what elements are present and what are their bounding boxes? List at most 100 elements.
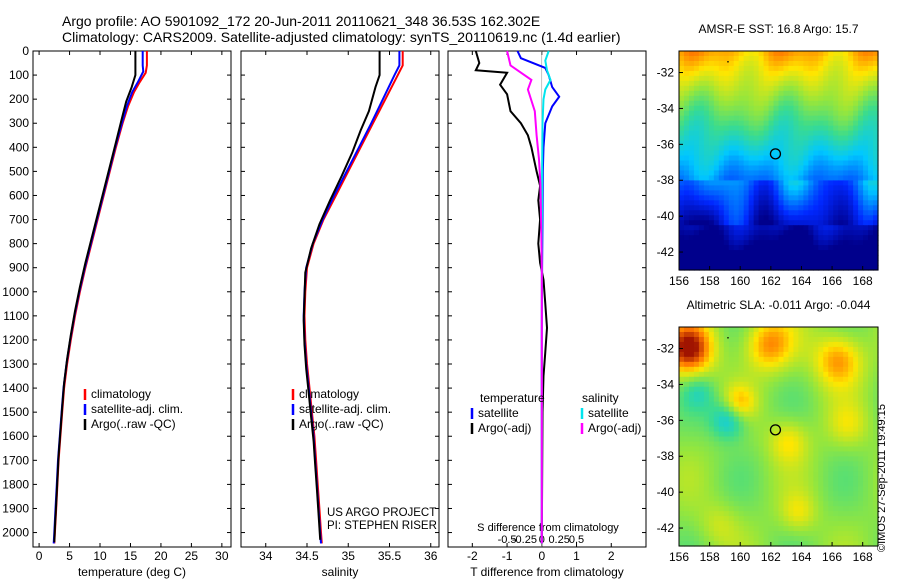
map-cell	[738, 431, 745, 438]
x-tick-label: 1	[573, 549, 580, 563]
map-cell	[693, 476, 700, 482]
map-cell	[728, 356, 735, 363]
map-cell	[858, 205, 864, 211]
x-tick-label: -2	[467, 549, 478, 563]
map-cell	[788, 411, 795, 418]
map-cell	[758, 346, 765, 353]
map-cell	[703, 351, 710, 358]
map-cell	[873, 145, 879, 152]
map-cell	[798, 250, 804, 256]
map-cell	[679, 145, 685, 152]
map-cell	[768, 51, 775, 57]
map-cell	[738, 51, 745, 57]
map-cell	[793, 496, 799, 502]
map-cell	[808, 406, 814, 413]
map-cell	[713, 366, 720, 373]
map-cell	[763, 456, 770, 462]
map-cell	[863, 421, 869, 428]
map-cell	[768, 431, 775, 438]
map-cell	[783, 516, 790, 522]
map-cell	[828, 190, 834, 196]
map-cell	[808, 165, 814, 172]
map-cell	[718, 441, 725, 448]
map-cell	[733, 356, 740, 363]
map-cell	[688, 250, 695, 256]
map-cell	[783, 381, 790, 388]
map-cell	[768, 356, 775, 363]
map-cell	[718, 471, 725, 477]
map-cell	[828, 265, 834, 271]
map-cell	[833, 416, 839, 423]
map-cell	[858, 521, 864, 527]
x-tick-label: 5	[66, 549, 73, 563]
map-cell	[758, 190, 765, 196]
map-cell	[803, 341, 809, 348]
map-cell	[873, 255, 879, 261]
map-cell	[798, 341, 804, 348]
map-cell	[808, 265, 814, 271]
map-cell	[778, 396, 785, 403]
map-cell	[808, 496, 814, 502]
map-cell	[748, 165, 755, 172]
map-cell	[688, 155, 695, 162]
map-cell	[723, 110, 730, 117]
depth-tick-label: 1800	[2, 477, 29, 491]
map-cell	[738, 155, 745, 162]
map-cell	[793, 451, 799, 458]
map-cell	[813, 55, 819, 62]
map-cell	[773, 250, 780, 256]
map-cell	[728, 51, 735, 57]
map-cell	[743, 95, 750, 102]
map-cell	[868, 426, 874, 433]
map-cell	[778, 225, 785, 231]
map-cell	[858, 175, 864, 182]
map-cell	[758, 411, 765, 418]
map-cell	[713, 471, 720, 477]
map-cell	[798, 331, 804, 338]
map-cell	[698, 75, 705, 82]
map-cell	[818, 60, 824, 67]
map-cell	[848, 110, 854, 117]
map-cell	[793, 145, 799, 152]
map-cell	[808, 105, 814, 112]
map-cell	[808, 220, 814, 226]
depth-tick-label: 1000	[2, 285, 29, 299]
map-cell	[718, 531, 725, 537]
map-cell	[743, 110, 750, 117]
map-cell	[748, 441, 755, 448]
map-cell	[728, 250, 735, 256]
map-cell	[733, 491, 740, 497]
map-cell	[838, 205, 844, 211]
map-cell	[803, 105, 809, 112]
map-cell	[828, 331, 834, 338]
map-cell	[733, 70, 740, 77]
map-cell	[853, 391, 859, 398]
map-cell	[679, 135, 685, 142]
map-cell	[868, 331, 874, 338]
map-cell	[773, 441, 780, 448]
map-cell	[788, 466, 795, 472]
map-cell	[693, 90, 700, 97]
map-cell	[808, 376, 814, 383]
map-cell	[813, 245, 819, 251]
map-cell	[693, 200, 700, 206]
map-cell	[679, 120, 685, 127]
map-cell	[818, 51, 824, 57]
map-cell	[723, 55, 730, 62]
map-cell	[718, 265, 725, 271]
map-cell	[743, 90, 750, 97]
map-cell	[758, 366, 765, 373]
map-cell	[858, 431, 864, 438]
depth-tick-label: 200	[9, 92, 29, 106]
map-cell	[803, 327, 809, 333]
map-cell	[728, 461, 735, 467]
map-cell	[773, 471, 780, 477]
map-cell	[838, 366, 844, 373]
map-cell	[748, 95, 755, 102]
map-cell	[728, 185, 735, 191]
map-cell	[738, 491, 745, 497]
map-cell	[703, 336, 710, 343]
map-cell	[718, 446, 725, 453]
map-cell	[823, 371, 829, 378]
map-cell	[679, 531, 685, 537]
